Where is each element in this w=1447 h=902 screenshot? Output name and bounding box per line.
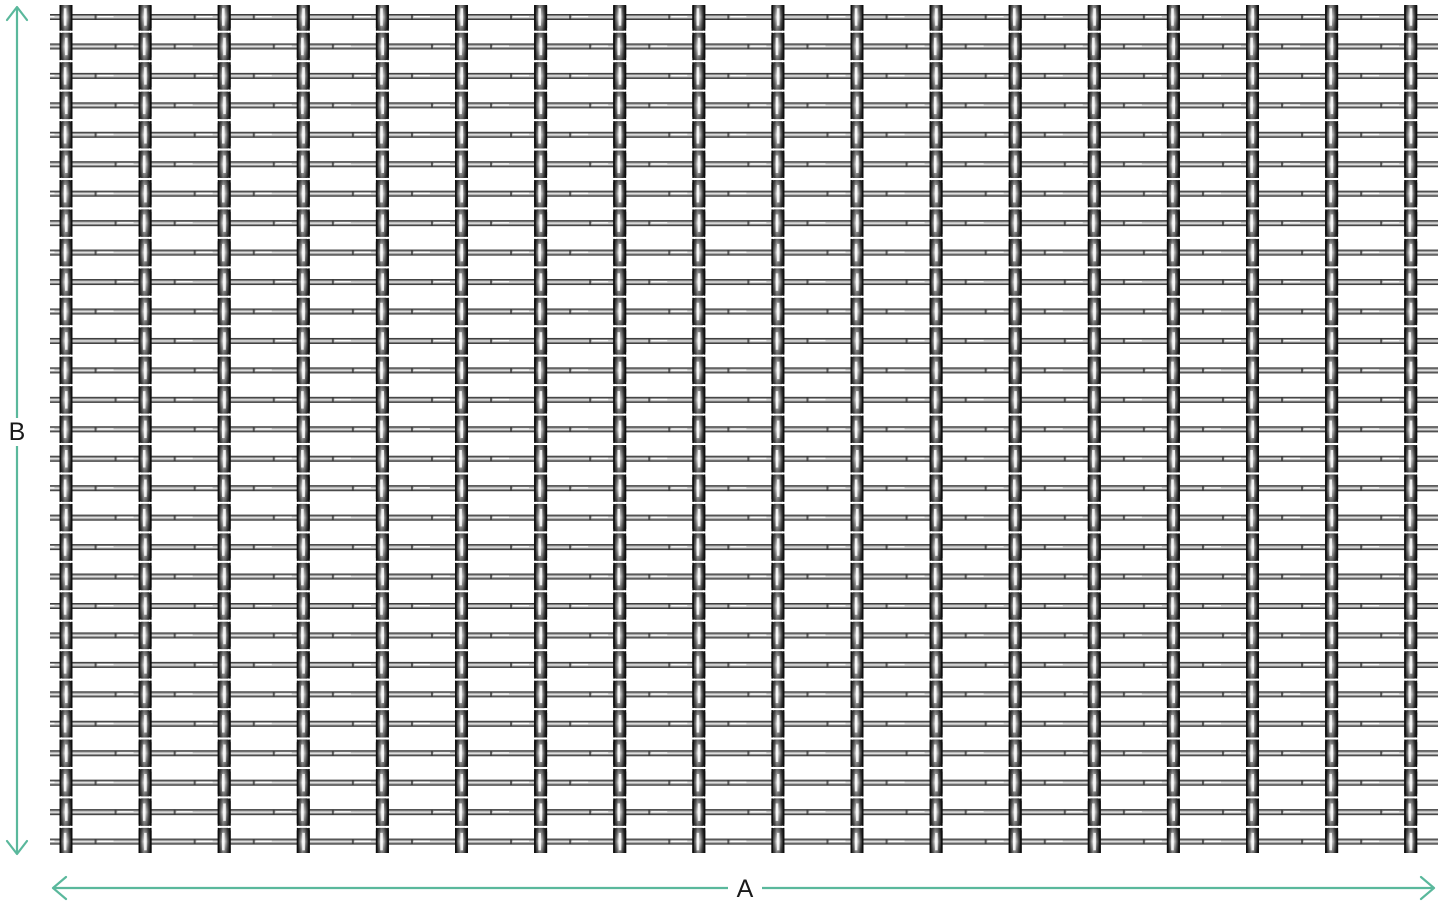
vertical-wire [1087,5,1101,853]
horizontal-wire [50,14,1438,20]
vertical-wire [1166,5,1180,853]
horizontal-wires [50,14,1438,845]
horizontal-wire [50,131,1438,138]
horizontal-wire [50,514,1438,521]
wire-mesh-image [50,5,1438,853]
height-label: B [4,418,30,446]
vertical-wire [1008,5,1022,853]
horizontal-wire [50,838,1438,845]
vertical-wire [534,5,548,853]
horizontal-wire [50,573,1438,580]
vertical-wire [692,5,706,853]
horizontal-wire [50,161,1438,168]
vertical-wire [613,5,627,853]
horizontal-wire [50,485,1438,492]
vertical-wire [1246,5,1259,853]
width-label: A [728,875,762,902]
vertical-wire [929,5,943,853]
vertical-wire [771,5,785,853]
horizontal-wire [50,249,1438,256]
horizontal-wire [50,750,1438,757]
horizontal-wire [50,43,1438,50]
horizontal-wire [50,279,1438,286]
horizontal-wire [50,396,1438,403]
horizontal-wire [50,102,1438,109]
horizontal-wire [50,455,1438,462]
height-arrow-top-icon [5,5,29,22]
horizontal-wire [50,544,1438,551]
vertical-wire [850,5,864,853]
vertical-wire [138,5,152,853]
vertical-wire [296,5,310,853]
horizontal-wire [50,337,1438,344]
horizontal-wire [50,809,1438,816]
horizontal-wire [50,367,1438,374]
horizontal-wire [50,190,1438,197]
vertical-wire [59,5,73,853]
vertical-wire [1325,5,1339,853]
horizontal-wire [50,426,1438,433]
height-arrow-bottom-icon [5,839,29,856]
vertical-wire [375,5,389,853]
horizontal-wire [50,779,1438,786]
horizontal-wire [50,720,1438,727]
wire-mesh-svg [50,5,1438,853]
vertical-wire [455,5,468,853]
horizontal-wire [50,661,1438,668]
horizontal-wire [50,691,1438,698]
vertical-wire [217,5,231,853]
horizontal-wire [50,603,1438,609]
width-arrow-left-icon [51,875,68,901]
horizontal-wire [50,632,1438,639]
horizontal-wire [50,72,1438,79]
vertical-wires [59,5,1418,853]
vertical-wire [1404,5,1418,853]
horizontal-wire [50,220,1438,227]
width-arrow-right-icon [1419,875,1436,901]
horizontal-wire [50,308,1438,315]
